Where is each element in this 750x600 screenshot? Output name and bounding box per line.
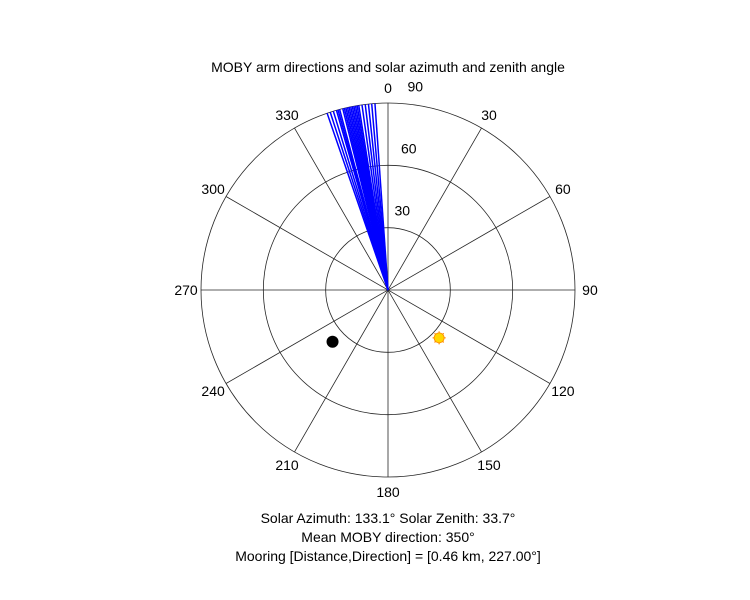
polar-series <box>326 103 446 348</box>
solar-angles-caption: Solar Azimuth: 133.1° Solar Zenith: 33.7… <box>261 510 516 526</box>
r-tick-label-30: 30 <box>394 202 410 218</box>
theta-tick-label-0: 0 <box>384 80 392 96</box>
theta-tick-label-330: 330 <box>275 107 299 123</box>
theta-tick-label-210: 210 <box>275 457 299 473</box>
mooring-marker <box>326 335 339 348</box>
sun-marker <box>432 331 446 345</box>
sun-disc <box>433 332 445 344</box>
r-tick-label-60: 60 <box>401 140 417 156</box>
theta-tick-label-300: 300 <box>201 181 225 197</box>
theta-tick-label-30: 30 <box>481 107 497 123</box>
theta-tick-label-240: 240 <box>201 383 225 399</box>
theta-tick-label-150: 150 <box>477 457 501 473</box>
mean-moby-direction-caption: Mean MOBY direction: 350° <box>301 529 474 545</box>
theta-tick-label-120: 120 <box>551 383 575 399</box>
theta-tick-label-90: 90 <box>582 282 598 298</box>
theta-tick-label-60: 60 <box>555 181 571 197</box>
theta-tick-label-180: 180 <box>376 484 400 500</box>
mooring-caption: Mooring [Distance,Direction] = [0.46 km,… <box>235 548 541 564</box>
theta-tick-label-270: 270 <box>174 282 198 298</box>
r-tick-label-90: 90 <box>407 78 423 94</box>
moby-arm-line-21 <box>374 103 389 291</box>
chart-title: MOBY arm directions and solar azimuth an… <box>211 59 565 75</box>
polar-tick-labels: 0 30 60 90 120 150 180 210 240 270 300 330 30 60 90 <box>174 78 598 499</box>
